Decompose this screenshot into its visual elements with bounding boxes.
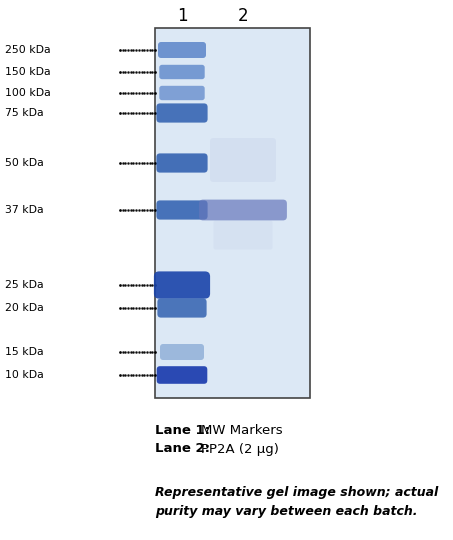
FancyBboxPatch shape: [159, 86, 205, 100]
FancyBboxPatch shape: [199, 200, 287, 220]
FancyBboxPatch shape: [160, 344, 204, 360]
Text: 50 kDa: 50 kDa: [5, 158, 44, 168]
Text: 75 kDa: 75 kDa: [5, 108, 43, 118]
Text: 250 kDa: 250 kDa: [5, 45, 51, 55]
Text: 100 kDa: 100 kDa: [5, 88, 51, 98]
Text: Lane 1:: Lane 1:: [155, 423, 210, 436]
FancyBboxPatch shape: [159, 65, 205, 79]
FancyBboxPatch shape: [154, 272, 210, 299]
Text: Representative gel image shown; actual
purity may vary between each batch.: Representative gel image shown; actual p…: [155, 486, 438, 518]
Bar: [155, 28, 310, 398]
FancyBboxPatch shape: [213, 220, 273, 249]
Text: 150 kDa: 150 kDa: [5, 67, 51, 77]
Text: Lane 2:: Lane 2:: [155, 442, 210, 456]
Text: 2: 2: [238, 7, 248, 25]
Text: PP2A (2 μg): PP2A (2 μg): [201, 442, 279, 456]
Text: 20 kDa: 20 kDa: [5, 303, 44, 313]
FancyBboxPatch shape: [210, 138, 276, 182]
Text: 10 kDa: 10 kDa: [5, 370, 44, 380]
Text: 15 kDa: 15 kDa: [5, 347, 43, 357]
FancyBboxPatch shape: [157, 299, 207, 318]
Text: 25 kDa: 25 kDa: [5, 280, 43, 290]
FancyBboxPatch shape: [156, 200, 207, 220]
Text: 37 kDa: 37 kDa: [5, 205, 43, 215]
FancyBboxPatch shape: [157, 366, 207, 384]
FancyBboxPatch shape: [158, 42, 206, 58]
FancyBboxPatch shape: [156, 153, 207, 173]
Text: MW Markers: MW Markers: [201, 423, 283, 436]
FancyBboxPatch shape: [156, 103, 207, 123]
Text: 1: 1: [177, 7, 187, 25]
